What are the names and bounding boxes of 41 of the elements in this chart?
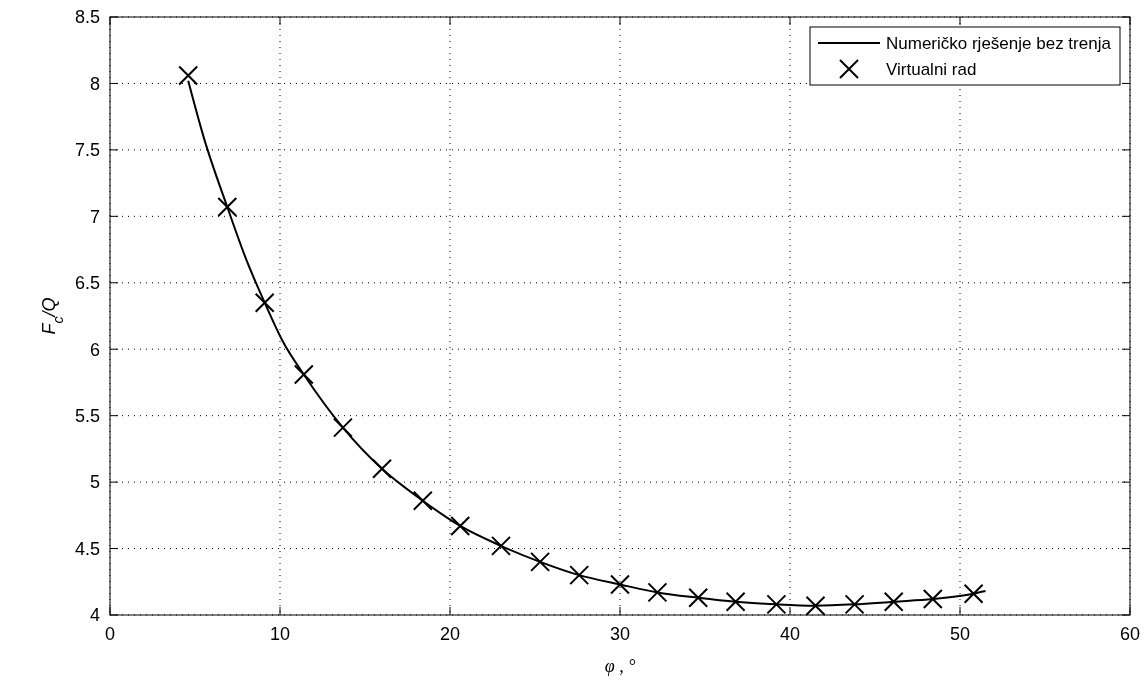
y-tick-label: 5.5: [74, 405, 100, 426]
legend-label: Numeričko rješenje bez trenja: [886, 33, 1112, 53]
x-tick-label: 20: [439, 624, 461, 644]
point: [844, 594, 865, 615]
point: [372, 458, 392, 479]
x-tick-label: 0: [104, 624, 116, 644]
point: [647, 582, 668, 603]
legend-label: Virtualni rad: [886, 59, 977, 79]
point: [766, 594, 787, 615]
point: [491, 535, 511, 556]
point: [569, 565, 590, 586]
point: [178, 65, 199, 86]
y-tick-label: 6.5: [74, 273, 100, 294]
x-tick-label: 40: [779, 624, 801, 644]
point: [450, 515, 471, 536]
point: [530, 551, 551, 572]
point: [332, 417, 353, 438]
x-tick-label: 60: [1119, 624, 1141, 644]
point: [688, 587, 709, 608]
y-tick-label: 5: [89, 472, 100, 493]
x-tick-label: 10: [269, 624, 291, 644]
point: [963, 583, 984, 604]
y-tick-label: 8.5: [74, 7, 100, 28]
y-tick-label: 6: [89, 339, 100, 360]
y-tick-label: 7.5: [74, 140, 100, 161]
point: [293, 364, 314, 385]
point: [412, 490, 433, 511]
x-axis-title: φ , °: [604, 656, 636, 676]
point: [610, 574, 630, 595]
y-tick-label: 4.5: [74, 538, 100, 559]
point: [254, 292, 275, 313]
point: [805, 595, 826, 616]
y-tick-label: 4: [89, 605, 100, 626]
point: [922, 589, 943, 610]
y-tick-label: 8: [89, 73, 100, 94]
y-tick-label: 7: [89, 206, 100, 227]
point: [883, 591, 904, 612]
point: [217, 197, 238, 218]
x-tick-label: 50: [949, 624, 971, 644]
x-tick-label: 30: [609, 624, 631, 644]
point: [725, 591, 746, 612]
